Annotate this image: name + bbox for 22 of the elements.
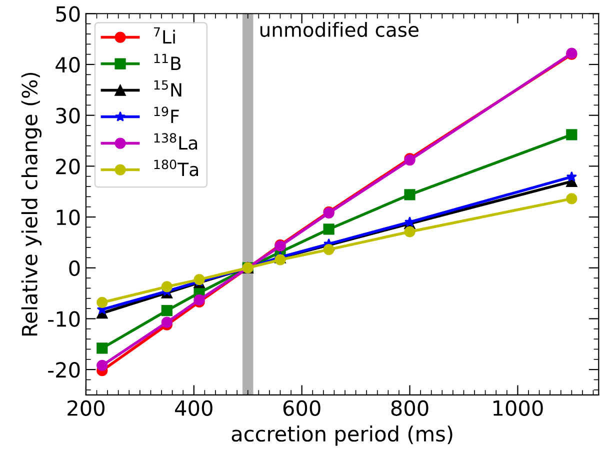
legend-label: $^{19}$F	[154, 106, 179, 123]
y-tick-label: 10	[56, 209, 80, 226]
x-tick-label: 200	[68, 400, 104, 416]
y-tick-label: 20	[56, 158, 80, 174]
band-label: unmodified case	[260, 22, 418, 38]
y-tick-label: 50	[56, 6, 80, 22]
y-tick-label: 0	[69, 260, 80, 276]
legend-label: $^{15}$N	[154, 80, 182, 96]
legend-label: $^{11}$B	[154, 54, 181, 70]
x-tick-label: 600	[283, 400, 320, 416]
x-axis-title: accretion period (ms)	[232, 426, 452, 446]
x-tick-label: 400	[175, 400, 212, 416]
y-tick-label: 30	[56, 108, 80, 124]
y-tick-label: -10	[48, 311, 80, 327]
legend-label: $^{7}$Li	[154, 27, 175, 44]
y-tick-label: -20	[48, 362, 80, 378]
y-tick-label: 40	[56, 56, 80, 73]
x-tick-label: 1000	[493, 400, 543, 416]
x-tick-label: 800	[391, 400, 428, 416]
legend-label: $^{180}$Ta	[154, 160, 198, 176]
y-axis-title: Relative yield change (%)	[21, 72, 42, 336]
legend-label: $^{138}$La	[154, 133, 198, 150]
